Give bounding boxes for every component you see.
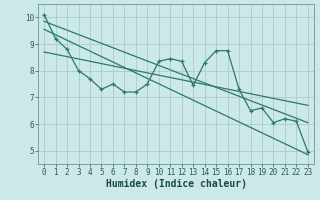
X-axis label: Humidex (Indice chaleur): Humidex (Indice chaleur)	[106, 179, 246, 189]
